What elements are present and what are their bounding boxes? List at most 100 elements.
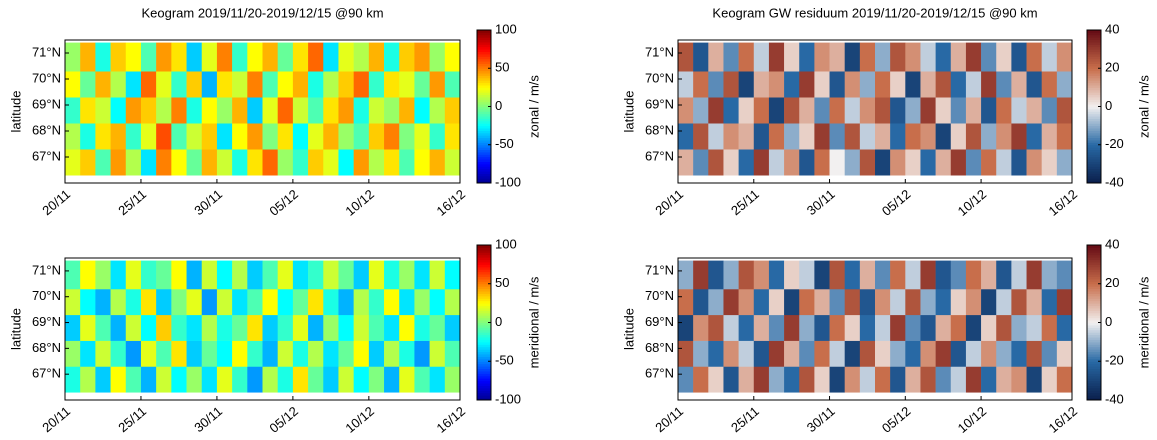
colorbar-segment (1087, 128, 1101, 131)
colorbar-tick-label: -50 (495, 353, 514, 368)
colorbar-segment (477, 278, 491, 282)
colorbar-segment (477, 37, 491, 41)
heatmap-cell (414, 123, 430, 150)
heatmap-cell (920, 123, 936, 150)
heatmap-cell (814, 149, 830, 176)
heatmap-cell (935, 71, 952, 98)
colorbar-segment (1087, 123, 1101, 127)
colorbar-segment (1087, 329, 1101, 333)
colorbar-segment (477, 361, 491, 365)
colorbar-tick-label: 40 (1105, 236, 1119, 251)
heatmap-cell (186, 149, 203, 176)
colorbar-segment (1087, 53, 1101, 57)
x-tick-label: 10/12 (342, 186, 377, 218)
heatmap-cell (965, 97, 982, 124)
x-tick-label: 16/12 (1046, 403, 1081, 435)
heatmap-cell (414, 340, 430, 367)
colorbar-segment (1087, 341, 1101, 345)
colorbar-segment (1087, 274, 1101, 277)
heatmap-cell (678, 149, 694, 176)
colorbar-segment (477, 271, 491, 275)
heatmap-cell (232, 71, 248, 98)
heatmap-cell (935, 366, 952, 393)
heatmap-cell (799, 149, 815, 176)
heatmap-cell (814, 71, 830, 98)
colorbar-segment (477, 378, 491, 382)
heatmap-cell (784, 366, 800, 393)
colorbar-segment (1087, 378, 1101, 382)
heatmap-cell (814, 42, 830, 72)
colorbar-segment (1087, 390, 1101, 394)
heatmap-cell (232, 149, 248, 176)
heatmap-cell (95, 123, 111, 150)
heatmap-cell (829, 71, 845, 98)
heatmap-cell (65, 42, 81, 72)
colorbar-label: meridional / m/s (1136, 276, 1151, 368)
heatmap-cell (65, 97, 81, 124)
colorbar-segment (1087, 395, 1101, 399)
colorbar-segment (1087, 113, 1101, 117)
colorbar-segment (1087, 353, 1101, 357)
heatmap-cell (429, 260, 446, 290)
heatmap-cell (753, 149, 770, 176)
heatmap-cell (844, 366, 861, 393)
colorbar-segment (477, 180, 491, 184)
colorbar-label: zonal / m/s (1136, 75, 1151, 138)
heatmap-cell (80, 149, 96, 176)
heatmap-cell (216, 149, 233, 176)
heatmap-cell (353, 123, 370, 150)
heatmap-cell (799, 42, 815, 72)
colorbar-segment (477, 73, 491, 76)
heatmap-cell (368, 149, 385, 176)
heatmap-cell (353, 288, 370, 316)
colorbar-segment (1087, 82, 1101, 86)
colorbar-tick-label: 100 (495, 236, 517, 251)
heatmap-cell (216, 42, 233, 72)
chart-title: Keogram GW residuum 2019/11/20-2019/12/1… (712, 5, 1037, 20)
heatmap-cell (996, 42, 1012, 72)
heatmap-cell (384, 97, 400, 124)
heatmap-cell (920, 260, 936, 290)
colorbar-segment (477, 392, 491, 396)
heatmap-cell (678, 288, 694, 316)
colorbar-segment (1087, 178, 1101, 182)
colorbar-segment (1087, 351, 1101, 355)
y-tick-label: 70°N (32, 70, 61, 85)
colorbar-segment (477, 61, 491, 64)
heatmap-cell (308, 71, 324, 98)
heatmap-cell (708, 149, 724, 176)
colorbar-segment (477, 32, 491, 36)
heatmap-cell (186, 97, 203, 124)
heatmap-cell (247, 260, 263, 290)
heatmap-cell (323, 97, 339, 124)
heatmap-cell (753, 97, 770, 124)
heatmap-cell (935, 97, 952, 124)
heatmap-cell (768, 97, 785, 124)
heatmap-cell (171, 149, 187, 176)
colorbar-segment (477, 173, 491, 177)
colorbar-segment (477, 123, 491, 127)
heatmap-cell (996, 314, 1012, 341)
x-tick-label: 10/12 (342, 403, 377, 435)
heatmap-cell (399, 123, 415, 150)
heatmap-cell (1056, 260, 1073, 290)
colorbar-segment (1087, 156, 1101, 160)
heatmap-cell (859, 288, 876, 316)
x-tick-label: 20/11 (39, 186, 73, 218)
heatmap-cell (890, 366, 906, 393)
heatmap-cell (935, 123, 952, 150)
colorbar-segment (1087, 37, 1101, 41)
heatmap-cell (905, 340, 921, 367)
heatmap-cell (140, 97, 157, 124)
heatmap-cell (723, 260, 739, 290)
heatmap-cell (784, 314, 800, 341)
heatmap-cell (156, 97, 172, 124)
colorbar-segment (1087, 286, 1101, 290)
heatmap-cell (829, 260, 845, 290)
heatmap-cell (262, 314, 278, 341)
heatmap-cell (1011, 288, 1027, 316)
colorbar-segment (1087, 104, 1101, 107)
heatmap-cell (1011, 149, 1027, 176)
heatmap-cell (905, 314, 921, 341)
axes-frame (677, 39, 1073, 184)
